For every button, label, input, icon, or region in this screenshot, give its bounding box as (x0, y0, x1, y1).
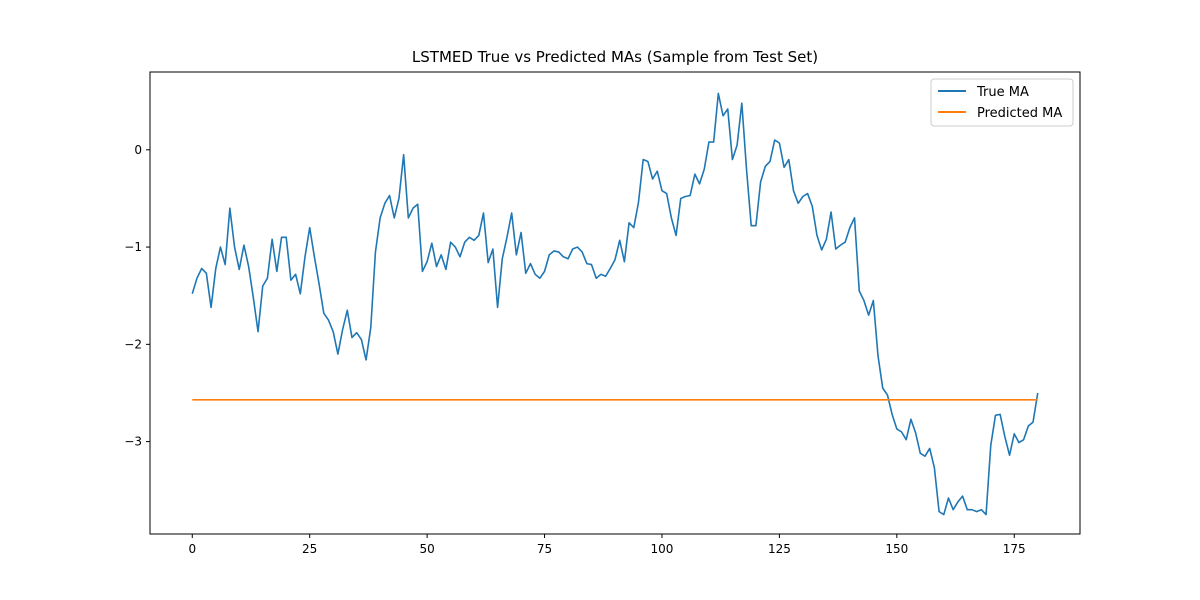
x-tick-label: 50 (419, 542, 434, 556)
x-tick-label: 175 (1003, 542, 1026, 556)
y-tick-label: −2 (124, 337, 142, 351)
x-tick-label: 150 (885, 542, 908, 556)
plot-area (150, 72, 1080, 534)
legend-label-true-ma: True MA (976, 85, 1029, 100)
series-line-true-ma (191, 92, 1039, 516)
y-tick-label: −3 (124, 435, 142, 449)
x-tick-label: 0 (188, 542, 196, 556)
legend: True MA Predicted MA (930, 78, 1074, 127)
x-tick-label: 75 (537, 542, 552, 556)
x-tick-label: 100 (651, 542, 674, 556)
legend-label-predicted-ma: Predicted MA (977, 106, 1062, 121)
y-tick-label: 0 (134, 143, 142, 157)
y-tick-label: −1 (124, 240, 142, 254)
chart-title: LSTMED True vs Predicted MAs (Sample fro… (411, 48, 819, 66)
axes-frame (149, 71, 1081, 535)
legend-box (930, 78, 1074, 127)
x-tick-label: 25 (302, 542, 317, 556)
x-tick-label: 125 (768, 542, 791, 556)
